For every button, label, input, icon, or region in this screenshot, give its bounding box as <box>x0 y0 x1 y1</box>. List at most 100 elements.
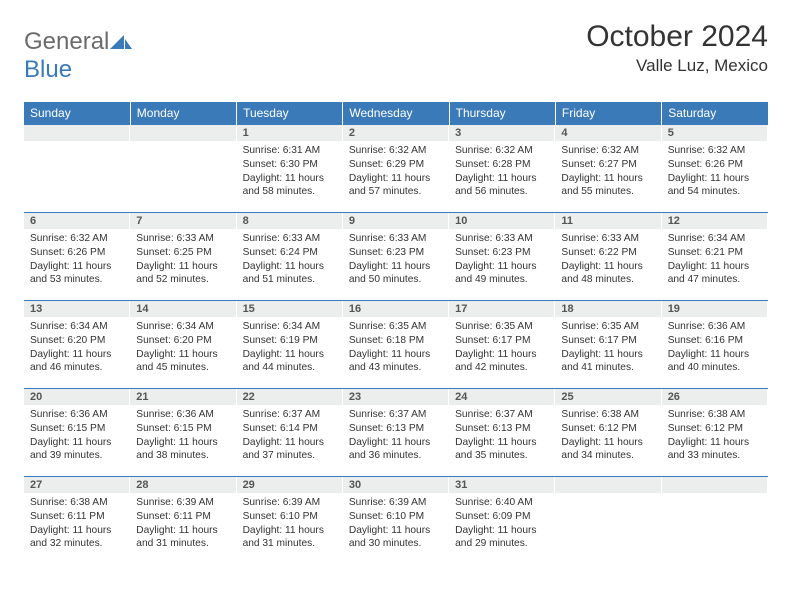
day-number: 22 <box>237 389 343 405</box>
day-number: 14 <box>130 301 236 317</box>
day-cell: 9Sunrise: 6:33 AMSunset: 6:23 PMDaylight… <box>343 213 449 301</box>
day-cell: 15Sunrise: 6:34 AMSunset: 6:19 PMDayligh… <box>237 301 343 389</box>
day-content: Sunrise: 6:39 AMSunset: 6:10 PMDaylight:… <box>343 493 449 557</box>
day-cell: 28Sunrise: 6:39 AMSunset: 6:11 PMDayligh… <box>130 477 236 565</box>
day-content: Sunrise: 6:33 AMSunset: 6:22 PMDaylight:… <box>555 229 661 293</box>
day-cell: 31Sunrise: 6:40 AMSunset: 6:09 PMDayligh… <box>449 477 555 565</box>
day-content: Sunrise: 6:32 AMSunset: 6:26 PMDaylight:… <box>662 141 768 205</box>
day-content: Sunrise: 6:37 AMSunset: 6:14 PMDaylight:… <box>237 405 343 469</box>
day-content: Sunrise: 6:35 AMSunset: 6:18 PMDaylight:… <box>343 317 449 381</box>
weekday-header: Friday <box>555 102 661 125</box>
logo-word1: General <box>24 28 109 55</box>
day-number: 6 <box>24 213 130 229</box>
day-content: Sunrise: 6:37 AMSunset: 6:13 PMDaylight:… <box>343 405 449 469</box>
day-number: 24 <box>449 389 555 405</box>
day-cell: 7Sunrise: 6:33 AMSunset: 6:25 PMDaylight… <box>130 213 236 301</box>
day-number: 23 <box>343 389 449 405</box>
day-content: Sunrise: 6:36 AMSunset: 6:16 PMDaylight:… <box>662 317 768 381</box>
day-number: 29 <box>237 477 343 493</box>
weekday-header: Saturday <box>662 102 768 125</box>
day-cell: 17Sunrise: 6:35 AMSunset: 6:17 PMDayligh… <box>449 301 555 389</box>
day-cell: 8Sunrise: 6:33 AMSunset: 6:24 PMDaylight… <box>237 213 343 301</box>
day-number: 10 <box>449 213 555 229</box>
day-content: Sunrise: 6:36 AMSunset: 6:15 PMDaylight:… <box>24 405 130 469</box>
calendar-row: 13Sunrise: 6:34 AMSunset: 6:20 PMDayligh… <box>24 301 768 389</box>
day-number: 5 <box>662 125 768 141</box>
day-number: 28 <box>130 477 236 493</box>
day-number: 16 <box>343 301 449 317</box>
day-cell: 19Sunrise: 6:36 AMSunset: 6:16 PMDayligh… <box>662 301 768 389</box>
logo-word2: Blue <box>24 56 72 83</box>
day-number: 31 <box>449 477 555 493</box>
day-content <box>662 493 768 565</box>
weekday-header: Thursday <box>449 102 555 125</box>
day-content: Sunrise: 6:38 AMSunset: 6:12 PMDaylight:… <box>555 405 661 469</box>
day-content: Sunrise: 6:33 AMSunset: 6:23 PMDaylight:… <box>449 229 555 293</box>
day-number: 21 <box>130 389 236 405</box>
calendar-row: 27Sunrise: 6:38 AMSunset: 6:11 PMDayligh… <box>24 477 768 565</box>
day-content <box>24 141 130 212</box>
day-cell: 27Sunrise: 6:38 AMSunset: 6:11 PMDayligh… <box>24 477 130 565</box>
day-content: Sunrise: 6:32 AMSunset: 6:28 PMDaylight:… <box>449 141 555 205</box>
day-content: Sunrise: 6:37 AMSunset: 6:13 PMDaylight:… <box>449 405 555 469</box>
day-number: 26 <box>662 389 768 405</box>
day-number: 12 <box>662 213 768 229</box>
day-number: 2 <box>343 125 449 141</box>
day-content: Sunrise: 6:34 AMSunset: 6:20 PMDaylight:… <box>24 317 130 381</box>
day-cell: 12Sunrise: 6:34 AMSunset: 6:21 PMDayligh… <box>662 213 768 301</box>
location: Valle Luz, Mexico <box>586 56 768 76</box>
day-number: 3 <box>449 125 555 141</box>
calendar-row: 6Sunrise: 6:32 AMSunset: 6:26 PMDaylight… <box>24 213 768 301</box>
day-number: 25 <box>555 389 661 405</box>
calendar-table: SundayMondayTuesdayWednesdayThursdayFrid… <box>24 102 768 565</box>
day-cell: 5Sunrise: 6:32 AMSunset: 6:26 PMDaylight… <box>662 125 768 213</box>
day-cell: 23Sunrise: 6:37 AMSunset: 6:13 PMDayligh… <box>343 389 449 477</box>
weekday-header-row: SundayMondayTuesdayWednesdayThursdayFrid… <box>24 102 768 125</box>
day-number: 20 <box>24 389 130 405</box>
day-cell: 14Sunrise: 6:34 AMSunset: 6:20 PMDayligh… <box>130 301 236 389</box>
day-cell: 26Sunrise: 6:38 AMSunset: 6:12 PMDayligh… <box>662 389 768 477</box>
day-content <box>555 493 661 565</box>
day-cell: 22Sunrise: 6:37 AMSunset: 6:14 PMDayligh… <box>237 389 343 477</box>
day-cell: 2Sunrise: 6:32 AMSunset: 6:29 PMDaylight… <box>343 125 449 213</box>
logo: GeneralBlue <box>24 20 132 84</box>
logo-text: GeneralBlue <box>24 28 132 84</box>
day-content: Sunrise: 6:34 AMSunset: 6:19 PMDaylight:… <box>237 317 343 381</box>
day-content: Sunrise: 6:32 AMSunset: 6:26 PMDaylight:… <box>24 229 130 293</box>
logo-sail-icon <box>110 28 132 42</box>
day-content: Sunrise: 6:33 AMSunset: 6:24 PMDaylight:… <box>237 229 343 293</box>
day-cell: 13Sunrise: 6:34 AMSunset: 6:20 PMDayligh… <box>24 301 130 389</box>
day-number <box>555 477 661 493</box>
day-cell: 21Sunrise: 6:36 AMSunset: 6:15 PMDayligh… <box>130 389 236 477</box>
day-number <box>130 125 236 141</box>
title-block: October 2024 Valle Luz, Mexico <box>586 20 768 76</box>
day-content: Sunrise: 6:33 AMSunset: 6:25 PMDaylight:… <box>130 229 236 293</box>
day-cell: 20Sunrise: 6:36 AMSunset: 6:15 PMDayligh… <box>24 389 130 477</box>
day-cell: 29Sunrise: 6:39 AMSunset: 6:10 PMDayligh… <box>237 477 343 565</box>
calendar-body: 1Sunrise: 6:31 AMSunset: 6:30 PMDaylight… <box>24 125 768 565</box>
day-cell: 11Sunrise: 6:33 AMSunset: 6:22 PMDayligh… <box>555 213 661 301</box>
day-content: Sunrise: 6:32 AMSunset: 6:27 PMDaylight:… <box>555 141 661 205</box>
day-cell: 24Sunrise: 6:37 AMSunset: 6:13 PMDayligh… <box>449 389 555 477</box>
day-content <box>130 141 236 212</box>
day-number: 19 <box>662 301 768 317</box>
weekday-header: Wednesday <box>343 102 449 125</box>
day-cell: 4Sunrise: 6:32 AMSunset: 6:27 PMDaylight… <box>555 125 661 213</box>
day-number: 4 <box>555 125 661 141</box>
day-content: Sunrise: 6:39 AMSunset: 6:10 PMDaylight:… <box>237 493 343 557</box>
day-number: 17 <box>449 301 555 317</box>
header: GeneralBlue October 2024 Valle Luz, Mexi… <box>24 20 768 84</box>
day-number: 8 <box>237 213 343 229</box>
day-content: Sunrise: 6:39 AMSunset: 6:11 PMDaylight:… <box>130 493 236 557</box>
day-number: 1 <box>237 125 343 141</box>
day-content: Sunrise: 6:38 AMSunset: 6:11 PMDaylight:… <box>24 493 130 557</box>
month-title: October 2024 <box>586 20 768 54</box>
day-number <box>662 477 768 493</box>
day-cell: 6Sunrise: 6:32 AMSunset: 6:26 PMDaylight… <box>24 213 130 301</box>
empty-cell <box>662 477 768 565</box>
day-content: Sunrise: 6:40 AMSunset: 6:09 PMDaylight:… <box>449 493 555 557</box>
weekday-header: Tuesday <box>237 102 343 125</box>
day-cell: 10Sunrise: 6:33 AMSunset: 6:23 PMDayligh… <box>449 213 555 301</box>
day-cell: 30Sunrise: 6:39 AMSunset: 6:10 PMDayligh… <box>343 477 449 565</box>
calendar-row: 20Sunrise: 6:36 AMSunset: 6:15 PMDayligh… <box>24 389 768 477</box>
